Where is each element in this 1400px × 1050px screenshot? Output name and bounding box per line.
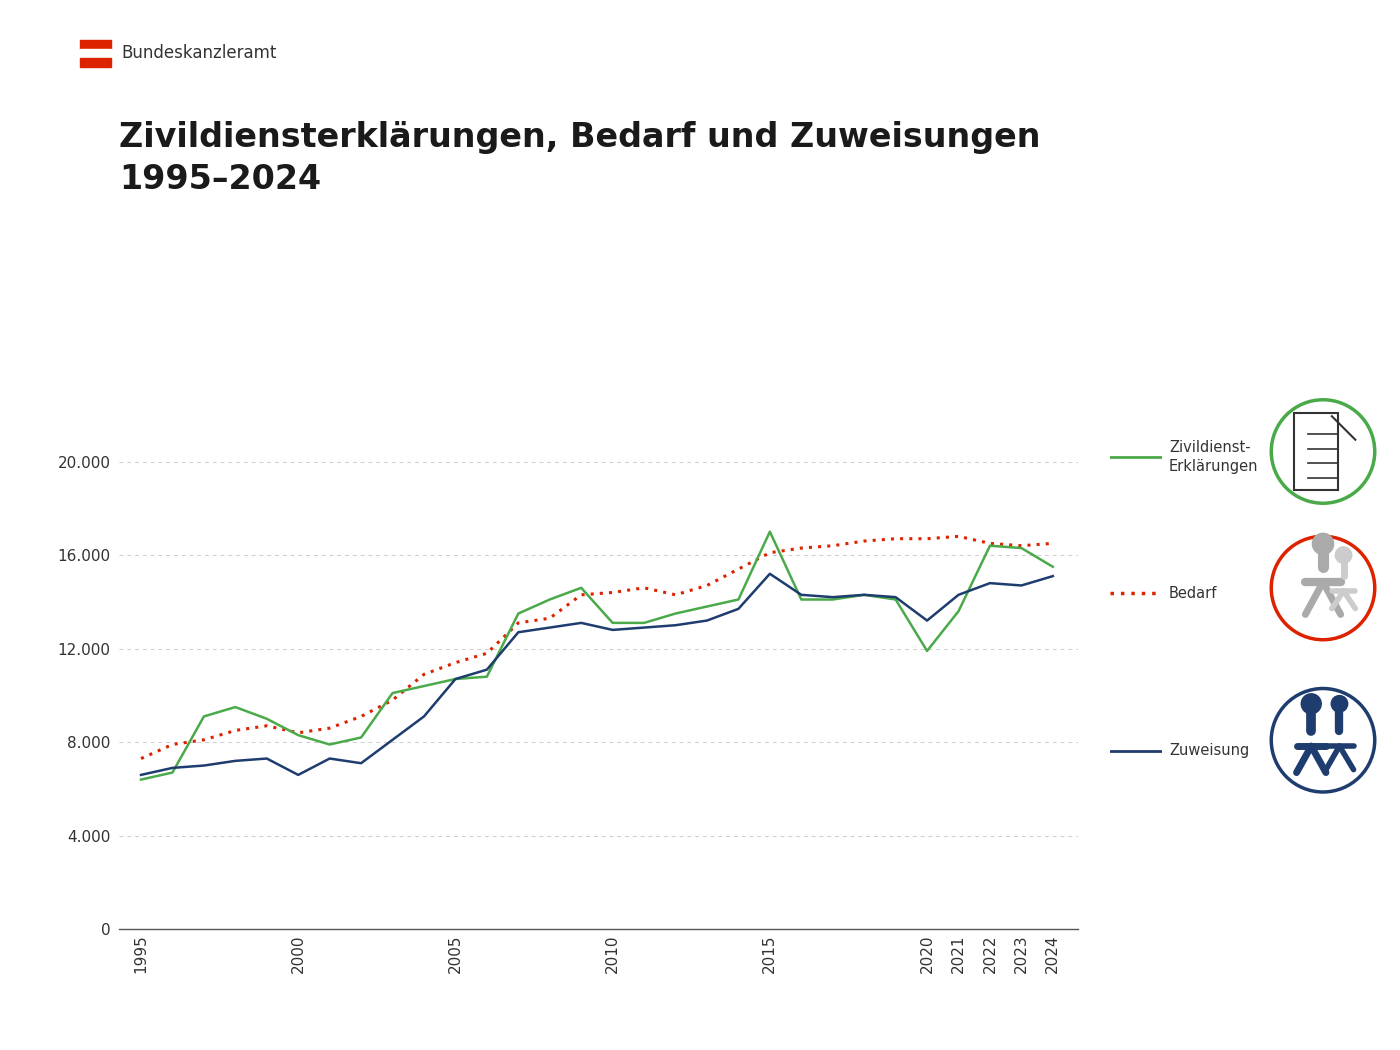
Text: Zivildienst-
Erklärungen: Zivildienst- Erklärungen (1169, 440, 1259, 474)
Circle shape (1331, 695, 1348, 712)
Circle shape (1336, 547, 1352, 563)
Text: Bundeskanzleramt: Bundeskanzleramt (122, 43, 277, 62)
Circle shape (1301, 694, 1322, 714)
Bar (80, 49, 111, 58)
Text: Bedarf: Bedarf (1169, 586, 1218, 601)
Text: 1995–2024: 1995–2024 (119, 163, 321, 195)
Text: Zuweisung: Zuweisung (1169, 743, 1249, 758)
Text: Zivildiensterklärungen, Bedarf und Zuweisungen: Zivildiensterklärungen, Bedarf und Zuwei… (119, 121, 1040, 153)
Circle shape (1312, 533, 1334, 554)
Bar (1294, 414, 1337, 489)
Bar (80, 58, 111, 67)
Bar (80, 40, 111, 49)
